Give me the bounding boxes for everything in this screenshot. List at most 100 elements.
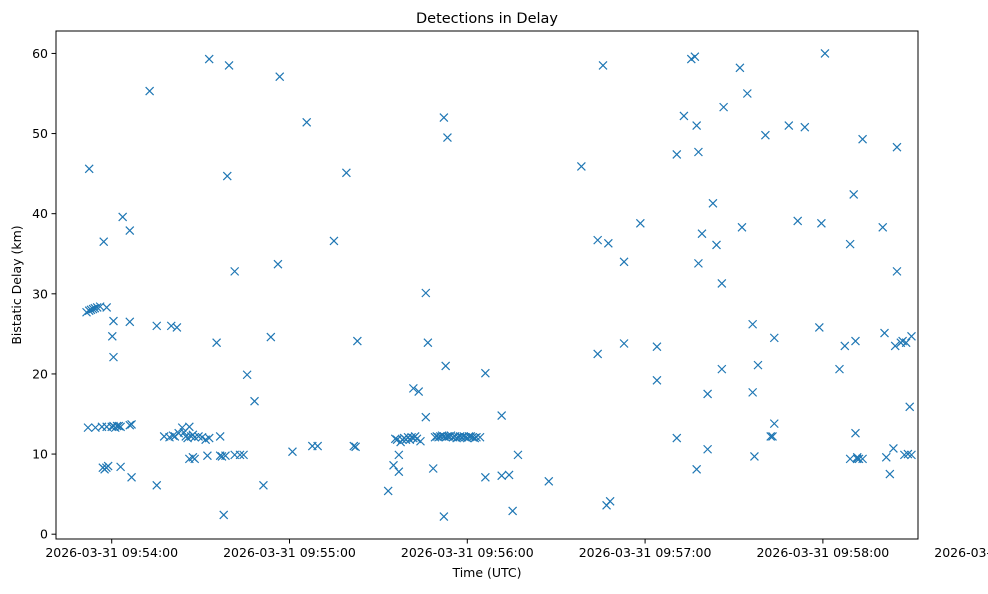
- data-point-marker: [116, 462, 126, 472]
- data-point-marker: [421, 412, 431, 422]
- data-point-marker: [835, 364, 844, 374]
- data-point-marker: [242, 370, 252, 380]
- data-point-marker: [690, 52, 700, 62]
- data-point-marker: [605, 496, 615, 506]
- data-point-marker: [769, 419, 779, 429]
- data-point-marker: [905, 402, 915, 412]
- data-point-marker: [742, 89, 752, 98]
- data-point-marker: [84, 164, 94, 174]
- data-point-marker: [423, 338, 433, 348]
- axis-ticks: 2026-03-31 09:54:00 2026-03-31 09:55:00 20…: [32, 46, 988, 560]
- x-tick-label: 2026-03-31 09:55:00: [223, 545, 356, 560]
- data-point-marker: [851, 428, 860, 438]
- data-point-marker: [840, 341, 850, 351]
- data-point-marker: [672, 149, 682, 159]
- data-point-marker: [708, 198, 718, 208]
- data-point-marker: [603, 238, 613, 248]
- data-point-marker: [480, 472, 490, 482]
- data-point-marker: [858, 454, 868, 464]
- data-point-marker: [793, 216, 803, 226]
- data-point-marker: [712, 240, 721, 250]
- data-point-marker: [907, 331, 916, 341]
- data-point-marker: [719, 102, 729, 112]
- data-point-marker: [737, 222, 747, 232]
- data-point-marker: [619, 257, 629, 267]
- data-point-marker: [692, 121, 702, 130]
- data-point-marker: [184, 422, 194, 432]
- data-point-marker: [114, 421, 124, 431]
- data-point-marker: [717, 278, 727, 288]
- data-point-marker: [508, 506, 518, 516]
- data-point-marker: [858, 134, 868, 144]
- data-point-marker: [892, 142, 902, 152]
- data-point-marker: [109, 352, 118, 362]
- data-point-marker: [880, 328, 889, 338]
- data-point-marker: [441, 432, 451, 442]
- data-point-marker: [221, 451, 230, 461]
- data-point-marker: [102, 303, 112, 312]
- x-tick-label: 2026-03-31 09:54:00: [45, 545, 178, 560]
- data-point-marker: [784, 121, 794, 130]
- x-tick-label: 2026-03-31 09:58:00: [756, 545, 889, 560]
- data-point-marker: [652, 375, 662, 385]
- data-point-marker: [408, 383, 418, 393]
- data-point-marker: [903, 449, 913, 459]
- data-point-marker: [239, 450, 248, 460]
- data-point-marker: [204, 54, 214, 64]
- data-point-marker: [748, 387, 758, 397]
- data-markers: [82, 49, 916, 521]
- chart-title: Detections in Delay: [416, 11, 558, 27]
- data-point-marker: [820, 49, 830, 58]
- data-point-marker: [407, 432, 417, 442]
- plot-frame: [55, 30, 919, 540]
- data-point-marker: [428, 464, 438, 473]
- data-point-marker: [329, 236, 339, 246]
- data-point-marker: [907, 450, 916, 460]
- y-tick-label: 40: [32, 206, 48, 221]
- data-point-marker: [177, 423, 187, 433]
- data-point-marker: [145, 86, 155, 96]
- data-point-marker: [99, 237, 109, 247]
- data-point-marker: [703, 444, 713, 454]
- y-tick-label: 60: [32, 46, 48, 61]
- data-point-marker: [652, 342, 662, 352]
- data-point-marker: [769, 333, 779, 343]
- data-point-marker: [383, 486, 393, 496]
- data-point-marker: [230, 266, 240, 276]
- y-tick-label: 10: [32, 447, 48, 462]
- data-point-marker: [235, 450, 245, 460]
- data-point-marker: [497, 471, 507, 481]
- data-point-marker: [735, 63, 745, 73]
- data-point-marker: [152, 480, 162, 490]
- data-point-marker: [389, 460, 398, 470]
- data-point-marker: [390, 434, 400, 444]
- data-point-marker: [394, 467, 404, 477]
- data-point-marker: [351, 442, 361, 452]
- data-point-marker: [497, 411, 507, 421]
- data-point-marker: [92, 303, 102, 312]
- x-tick-label: 2026-03-31 09:57:00: [579, 545, 712, 560]
- data-point-marker: [504, 470, 514, 480]
- data-point-marker: [394, 450, 404, 460]
- data-point-marker: [845, 454, 855, 464]
- data-point-marker: [697, 229, 707, 239]
- data-point-marker: [127, 419, 136, 429]
- data-point-marker: [890, 341, 900, 351]
- data-point-marker: [116, 422, 126, 432]
- y-tick-label: 20: [32, 366, 48, 381]
- data-point-marker: [635, 218, 645, 228]
- data-point-marker: [854, 454, 864, 464]
- data-point-marker: [692, 464, 702, 474]
- data-point-marker: [694, 147, 703, 157]
- data-point-marker: [816, 218, 826, 228]
- data-point-marker: [341, 168, 351, 178]
- data-point-marker: [302, 117, 312, 127]
- data-point-marker: [202, 451, 212, 461]
- y-tick-label: 30: [32, 286, 48, 301]
- data-point-marker: [313, 441, 323, 451]
- data-point-marker: [576, 161, 586, 171]
- data-point-marker: [125, 226, 135, 235]
- data-point-marker: [881, 452, 891, 462]
- data-point-marker: [849, 190, 859, 199]
